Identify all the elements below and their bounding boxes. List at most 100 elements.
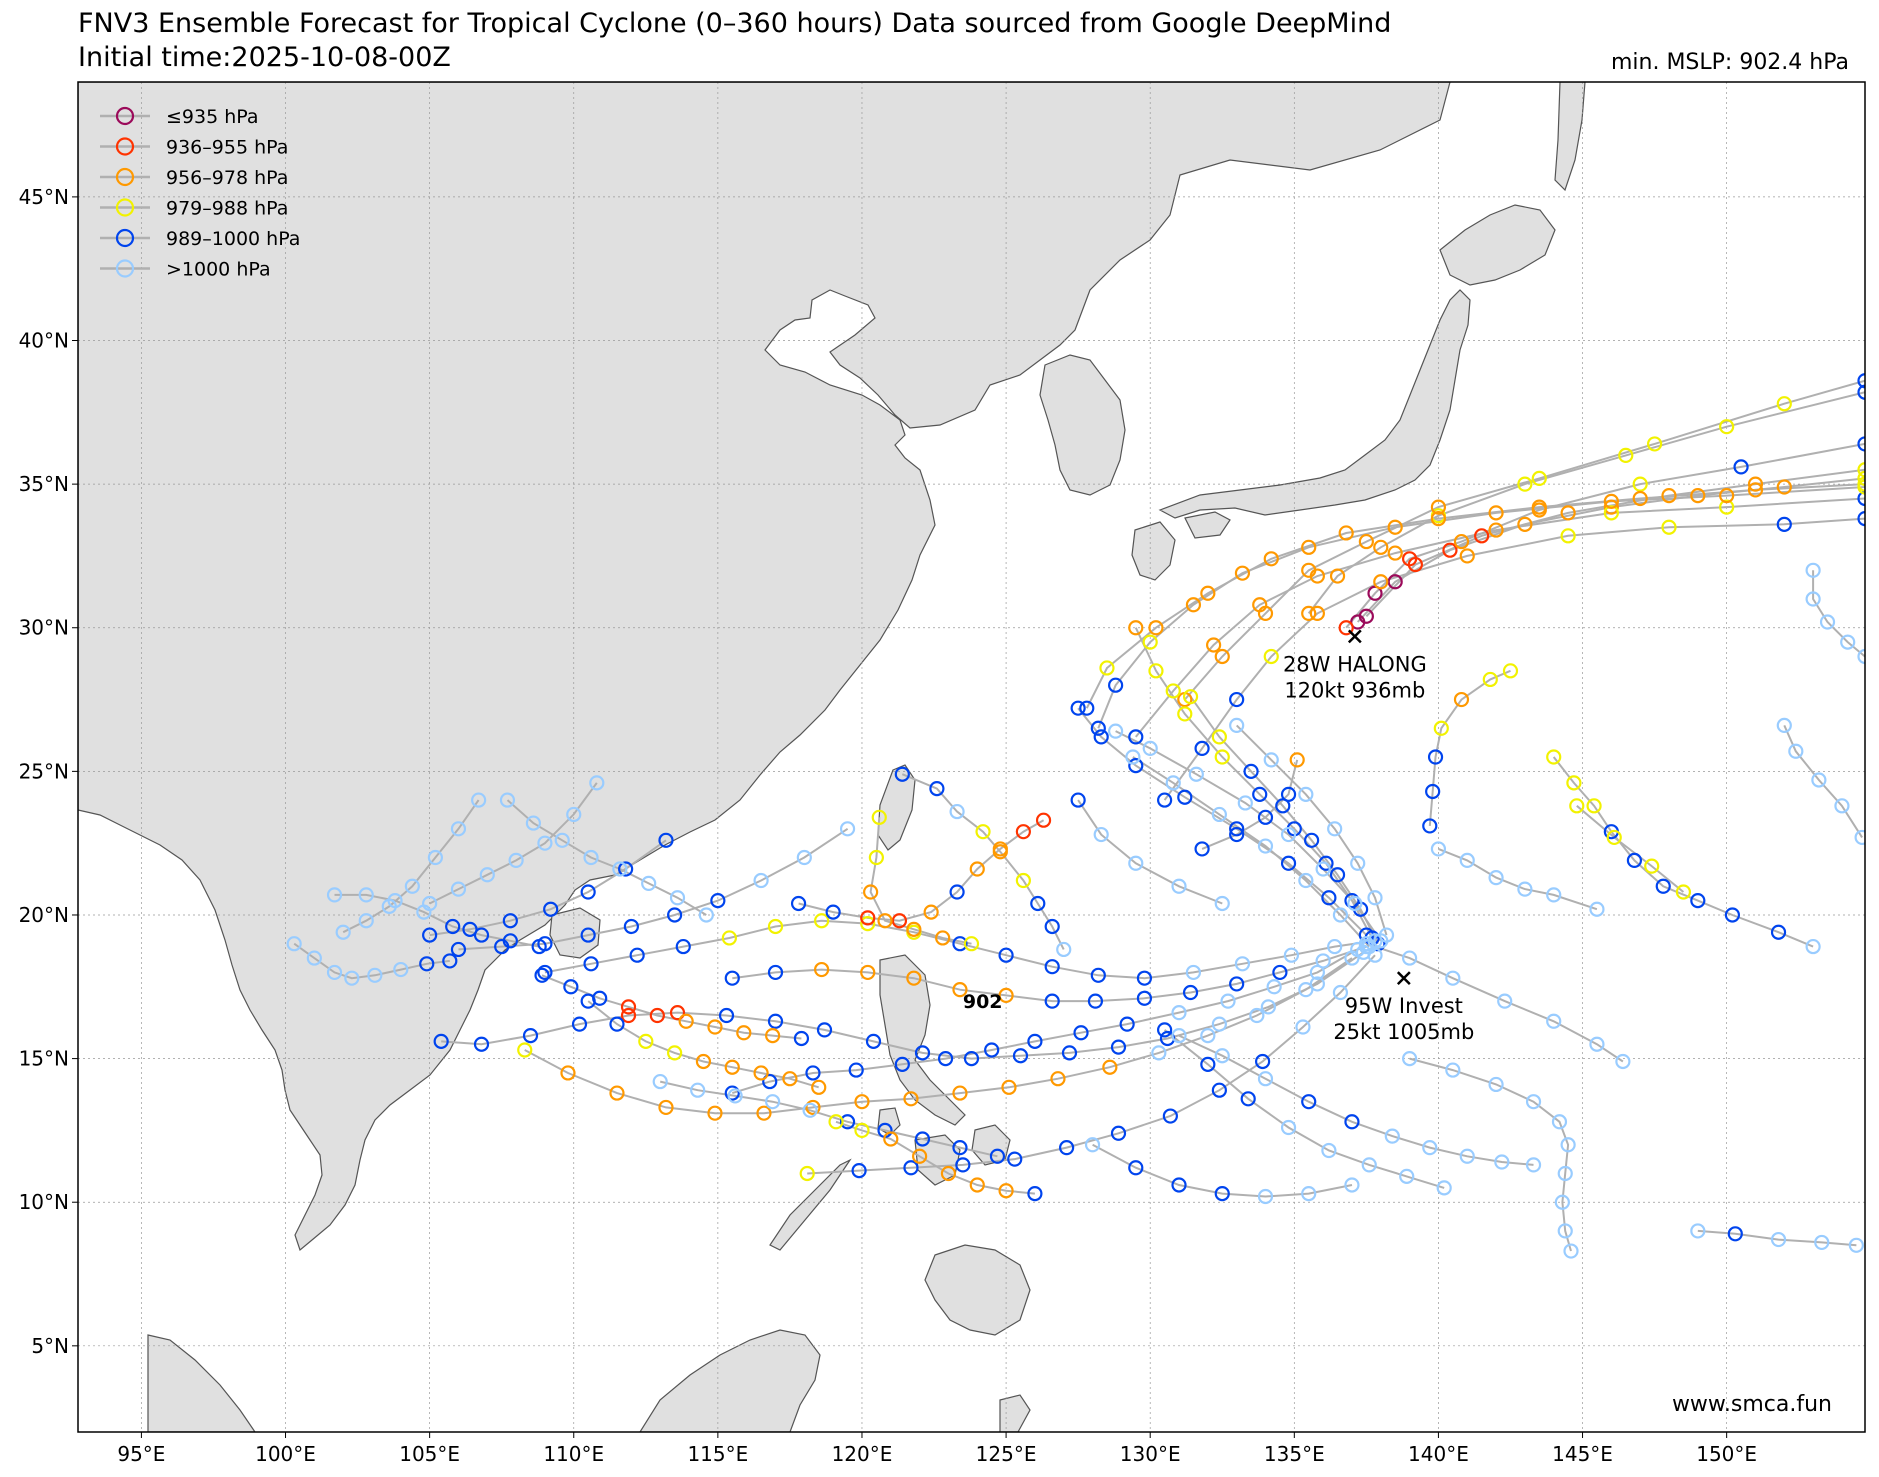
track-point-marker xyxy=(1321,1142,1337,1159)
track-point-marker xyxy=(1727,1226,1743,1242)
track-point-marker xyxy=(695,1053,712,1070)
legend-marker xyxy=(115,228,135,248)
track-point-marker xyxy=(1632,490,1648,507)
track-point-marker xyxy=(1165,775,1181,791)
ensemble-track-line xyxy=(901,773,1065,950)
track-point-marker xyxy=(1188,766,1204,782)
track-point-marker xyxy=(1747,476,1764,492)
ensemble-track-line xyxy=(1163,517,1865,801)
track-point-marker xyxy=(710,893,726,909)
track-point-marker xyxy=(1857,490,1865,507)
track-point-marker xyxy=(1488,870,1504,886)
track-point-marker xyxy=(854,1094,870,1110)
track-point-marker xyxy=(1001,1079,1017,1095)
track-point-marker xyxy=(1110,1039,1127,1055)
track-point-marker xyxy=(1214,1185,1230,1202)
ensemble-track-line xyxy=(732,948,1359,1095)
track-point-marker xyxy=(1586,798,1602,814)
track-point-marker xyxy=(998,1183,1014,1199)
ensemble-track-line xyxy=(1307,391,1865,615)
track-point-marker xyxy=(1857,470,1865,486)
track-point-marker xyxy=(1070,792,1086,808)
track-point-marker xyxy=(1162,1108,1178,1124)
track-point-marker xyxy=(816,1022,833,1038)
axis-ticks: 95°E 100°E 105°E 110°E 115°E 120°E 125°E 130°E 1… xyxy=(19,185,1757,1466)
ensemble-track-line xyxy=(342,799,480,934)
track-point-marker xyxy=(724,970,740,986)
track-point-marker xyxy=(765,1028,781,1044)
track-point-marker xyxy=(326,964,343,981)
track-point-marker xyxy=(1805,591,1821,607)
track-point-marker xyxy=(1344,1177,1360,1193)
ensemble-track-line xyxy=(1235,724,1388,936)
legend-label: 936–955 hPa xyxy=(166,137,288,159)
track-point-marker xyxy=(1857,384,1865,400)
track-point-marker xyxy=(1430,510,1447,527)
track-point-marker xyxy=(1770,1231,1787,1248)
track-point-marker xyxy=(1655,878,1671,894)
track-point-marker xyxy=(868,849,884,866)
lat-tick-label: 40°N xyxy=(19,329,69,353)
track-point-marker xyxy=(1304,832,1320,848)
track-point-marker xyxy=(583,849,599,866)
track-point-marker xyxy=(1220,993,1236,1009)
track-point-marker xyxy=(1430,841,1447,857)
legend: ≤935 hPa 936–955 hPa 956–978 hPa 979–988 hP… xyxy=(100,106,300,281)
track-point-marker xyxy=(326,887,343,903)
track-point-marker xyxy=(998,947,1014,963)
japan-hokkaido xyxy=(1439,204,1556,286)
ensemble-track-line xyxy=(798,819,1045,922)
track-point-marker xyxy=(1857,476,1865,492)
track-point-marker xyxy=(1087,993,1104,1009)
track-point-marker xyxy=(1295,1019,1311,1035)
ensemble-track-line xyxy=(1576,805,1685,893)
track-point-marker xyxy=(1332,907,1349,923)
track-point-marker xyxy=(1719,488,1735,504)
track-point-marker xyxy=(707,1105,723,1121)
track-point-marker xyxy=(667,907,683,923)
lon-tick-label: 95°E xyxy=(117,1442,165,1466)
legend-label: 989–1000 hPa xyxy=(166,228,300,250)
ensemble-track-line xyxy=(1092,1143,1353,1198)
track-point-marker xyxy=(543,901,559,917)
track-point-marker xyxy=(1182,984,1199,1001)
track-point-marker xyxy=(669,890,686,906)
track-point-marker xyxy=(344,970,360,986)
ensemble-track-line xyxy=(1783,724,1863,838)
ensemble-track-line xyxy=(807,954,1376,1175)
track-point-marker xyxy=(1661,519,1677,535)
track-point-marker xyxy=(799,1165,815,1182)
track-point-marker xyxy=(580,927,596,943)
track-point-marker xyxy=(1422,818,1438,834)
track-point-marker xyxy=(1350,855,1366,871)
storm-intensity-label: 120kt 936mb xyxy=(1284,678,1425,702)
track-point-marker xyxy=(1378,927,1395,943)
track-point-marker xyxy=(1229,821,1245,837)
track-point-marker xyxy=(1770,924,1787,940)
track-point-marker xyxy=(1194,841,1210,857)
track-point-marker xyxy=(1557,1165,1573,1182)
track-point-marker xyxy=(1110,1125,1127,1141)
track-point-marker xyxy=(854,1122,870,1139)
track-point-marker xyxy=(1035,812,1052,828)
track-point-marker xyxy=(1298,786,1314,802)
track-point-marker xyxy=(1093,826,1109,843)
track-point-marker xyxy=(1329,867,1346,883)
track-point-marker xyxy=(1321,890,1337,906)
track-point-marker xyxy=(1719,499,1735,515)
track-point-marker xyxy=(877,913,893,929)
track-point-marker xyxy=(450,881,467,897)
track-point-marker xyxy=(554,832,570,848)
track-point-marker xyxy=(914,1131,931,1147)
track-point-marker xyxy=(1073,1025,1089,1041)
track-point-marker xyxy=(618,861,634,877)
track-point-marker xyxy=(1211,1016,1227,1032)
ensemble-track-line xyxy=(458,827,849,951)
lon-tick-label: 125°E xyxy=(976,1442,1037,1466)
track-point-marker xyxy=(912,1148,928,1164)
track-point-marker xyxy=(1373,574,1389,590)
track-point-marker xyxy=(894,1056,910,1072)
track-point-marker xyxy=(914,1045,931,1061)
track-point-marker xyxy=(1289,752,1305,768)
track-point-marker xyxy=(1171,1177,1187,1193)
